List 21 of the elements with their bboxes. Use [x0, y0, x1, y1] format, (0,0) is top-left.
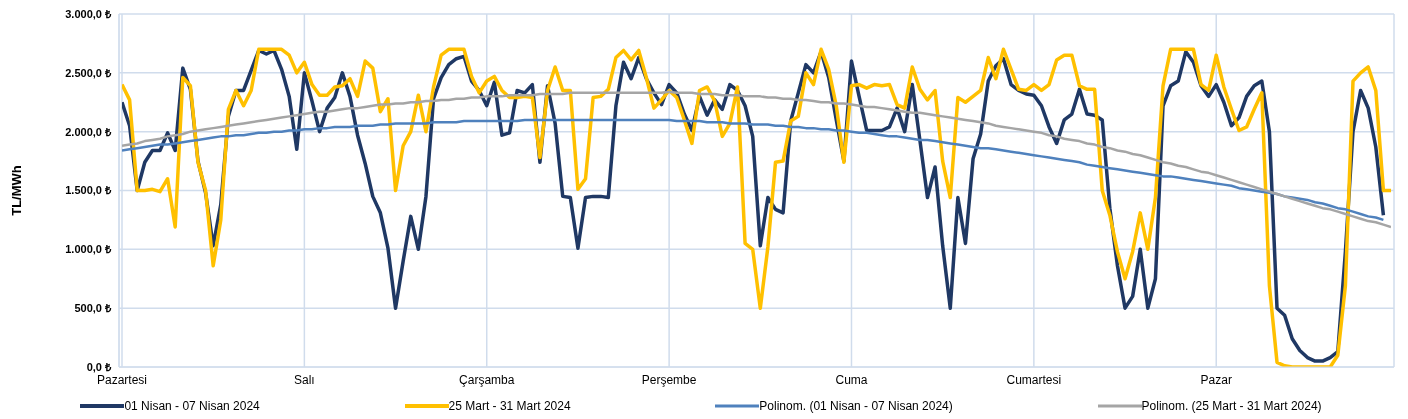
x-tick-label: Salı: [294, 372, 315, 387]
legend-label: 01 Nisan - 07 Nisan 2024: [124, 399, 260, 413]
legend-label: Polinom. (01 Nisan - 07 Nisan 2024): [759, 399, 953, 413]
y-tick-label: 2.000,0 ₺: [65, 125, 112, 138]
y-tick-label: 500,0 ₺: [74, 302, 112, 315]
y-tick-label: 1.500,0 ₺: [65, 184, 112, 197]
x-tick-label: Pazartesi: [96, 372, 148, 387]
x-tick-label: Cumartesi: [1006, 372, 1062, 387]
x-tick-label: Pazar: [1200, 372, 1232, 387]
x-tick-label: Çarşamba: [459, 372, 515, 387]
x-tick-label: Perşembe: [641, 372, 697, 387]
x-tick-label: Cuma: [835, 372, 868, 387]
y-tick-label: 1.000,0 ₺: [65, 243, 112, 256]
y-axis-title: TL/MWh: [8, 165, 24, 216]
line-series: [122, 90, 1391, 229]
legend-label: Polinom. (25 Mart - 31 Mart 2024): [1141, 399, 1322, 413]
y-tick-label: 3.000,0 ₺: [65, 7, 112, 20]
line-series: [122, 118, 1385, 222]
y-tick-label: 0,0 ₺: [86, 360, 112, 373]
y-tick-label: 2.500,0 ₺: [65, 66, 112, 79]
legend-label: 25 Mart - 31 Mart 2024: [448, 399, 571, 413]
